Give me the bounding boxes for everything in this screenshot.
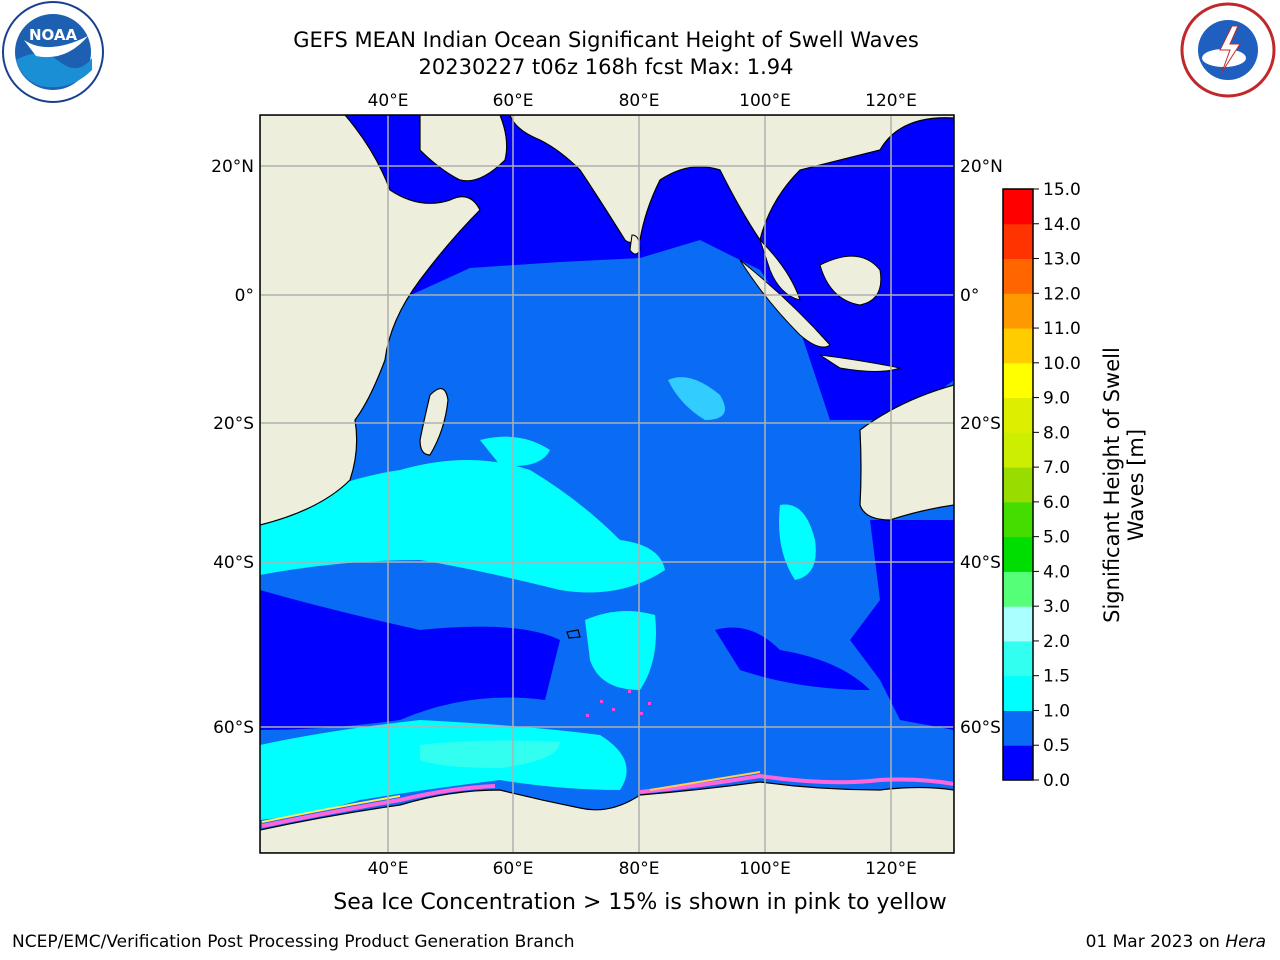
bottom-lon-label: 120°E [865,859,917,879]
colorbar-tick-label: 14.0 [1043,215,1081,235]
noaa-logo: NOAA [2,1,104,103]
colorbar-segment [1003,710,1033,746]
colorbar-segment [1003,293,1033,329]
top-lon-label: 120°E [865,91,917,111]
right-lat-label: 60°S [960,718,1001,738]
colorbar-tick-label: 3.0 [1043,597,1070,617]
colorbar-segment [1003,397,1033,433]
footer-date: 01 Mar 2023 on Hera [1085,932,1266,952]
colorbar-frame [1002,188,1034,781]
colorbar-tick-label: 7.0 [1043,458,1070,478]
colorbar-tick-label: 8.0 [1043,423,1070,443]
map-frame [259,114,955,854]
colorbar-segment [1003,571,1033,607]
colorbar-tick-label: 6.0 [1043,493,1070,513]
colorbar-segment [1003,362,1033,399]
colorbar-segment [1003,675,1033,711]
svg-text:NOAA: NOAA [29,26,78,44]
colorbar-tick-label: 0.5 [1043,736,1070,756]
colorbar-tick-label: 10.0 [1043,354,1081,374]
bottom-lon-label: 40°E [368,859,409,879]
right-lat-label: 20°N [960,157,1003,177]
right-lat-label: 0° [960,286,979,306]
left-lat-label: 20°N [211,157,254,177]
colorbar-tick-label: 15.0 [1043,180,1081,200]
bottom-lon-label: 60°E [493,859,534,879]
colorbar-segment [1003,745,1033,781]
right-lat-label: 40°S [960,553,1001,573]
footer-branch: NCEP/EMC/Verification Post Processing Pr… [12,932,575,952]
colorbar-segment [1003,258,1033,294]
colorbar-tick-label: 5.0 [1043,528,1070,548]
colorbar-tick-label: 0.0 [1043,771,1070,791]
left-lat-label: 60°S [213,718,254,738]
nws-logo [1180,2,1276,98]
colorbar-tick-label: 2.0 [1043,632,1070,652]
colorbar: 0.0 0.5 1.0 1.5 2.0 3.0 4.0 5.0 6.0 7.0 8.0 9.0 10.0… [1002,180,1081,791]
colorbar-segment [1003,189,1033,225]
left-lat-label: 40°S [213,553,254,573]
colorbar-tick-label: 11.0 [1043,319,1081,339]
sea-ice-note: Sea Ice Concentration > 15% is shown in … [333,890,947,915]
colorbar-segment [1003,501,1033,538]
colorbar-segment [1003,467,1033,503]
bottom-lon-label: 80°E [619,859,660,879]
colorbar-segment [1003,432,1033,468]
ocean-field [260,115,954,853]
bottom-lon-label: 100°E [739,859,791,879]
graticule [260,115,954,853]
colorbar-tick-label: 9.0 [1043,389,1070,409]
colorbar-segment [1003,640,1033,677]
top-lon-label: 80°E [619,91,660,111]
colorbar-tick-label: 1.5 [1043,667,1070,687]
colorbar-label: Significant Height of Swell Waves [m] [1100,347,1148,623]
colorbar-tick-label: 13.0 [1043,250,1081,270]
left-lat-label: 20°S [213,414,254,434]
colorbar-segment [1003,223,1033,260]
top-lon-label: 100°E [739,91,791,111]
top-lon-label: 40°E [368,91,409,111]
colorbar-tick-label: 4.0 [1043,562,1070,582]
top-lon-label: 60°E [493,91,534,111]
colorbar-segment [1003,328,1033,364]
colorbar-segment [1003,606,1033,642]
footer-machine: Hera [1225,932,1266,952]
colorbar-tick-label: 12.0 [1043,284,1081,304]
map-subtitle: 20230227 t06z 168h fcst Max: 1.94 [418,55,794,79]
map-title: GEFS MEAN Indian Ocean Significant Heigh… [293,28,919,52]
left-lat-label: 0° [235,286,254,306]
right-lat-label: 20°S [960,414,1001,434]
colorbar-segment [1003,536,1033,572]
colorbar-tick-label: 1.0 [1043,701,1070,721]
